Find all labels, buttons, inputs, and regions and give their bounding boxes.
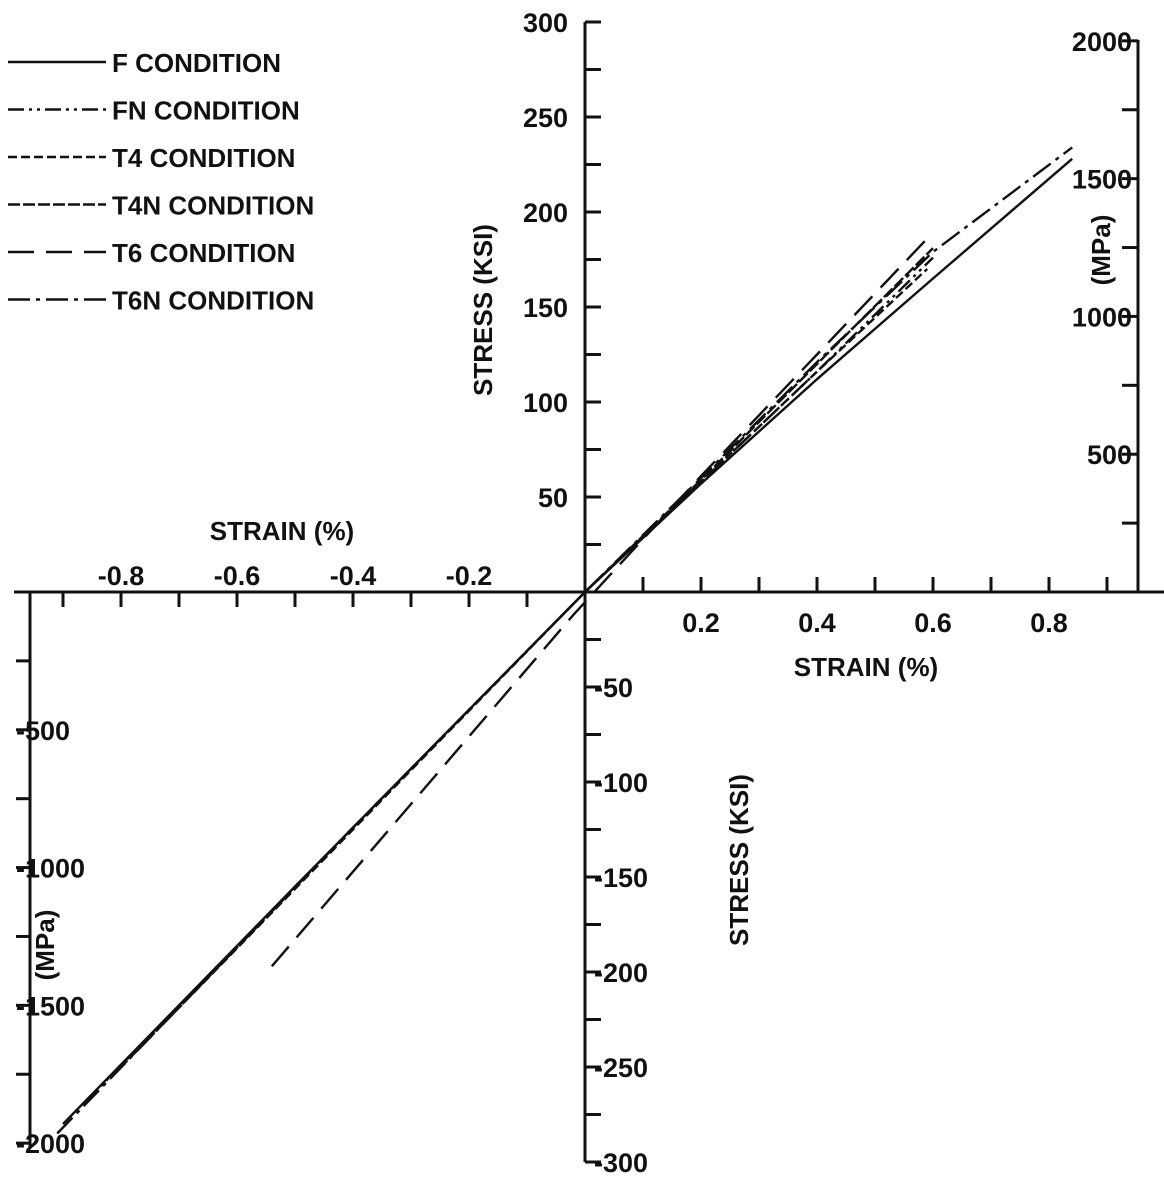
stress-ksi-axis-title-tension: STRESS (KSI) <box>468 224 498 396</box>
legend-label: T6N CONDITION <box>112 286 314 316</box>
mpa-tick-label: 1500 <box>1072 165 1132 195</box>
mpa-tick-label: 2000 <box>1072 27 1132 57</box>
legend-label: F CONDITION <box>112 48 281 78</box>
mpa-tick-label: -500 <box>16 716 70 746</box>
stress-ksi-tick-label: 250 <box>523 103 568 133</box>
strain-tick-label: -0.6 <box>214 561 261 591</box>
stress-ksi-tick-label: 300 <box>523 8 568 38</box>
series-line-t6-condition <box>270 237 929 968</box>
strain-axis-title-bottom: STRAIN (%) <box>794 652 938 682</box>
strain-tick-label: -0.8 <box>98 561 145 591</box>
stress-ksi-tick-label: 200 <box>523 198 568 228</box>
stress-ksi-tick-label: 100 <box>523 388 568 418</box>
mpa-tick-label: 1000 <box>1072 302 1132 332</box>
stress-ksi-tick-label: -150 <box>594 863 648 893</box>
mpa-tick-label: -1000 <box>16 854 85 884</box>
legend-label: T4N CONDITION <box>112 191 314 221</box>
legend-label: T6 CONDITION <box>112 238 295 268</box>
series-line-t6n-condition <box>56 146 1073 1135</box>
stress-ksi-tick-label: -200 <box>594 958 648 988</box>
strain-tick-label: 0.6 <box>914 608 952 638</box>
stress-ksi-tick-label: -100 <box>594 768 648 798</box>
strain-tick-label: 0.4 <box>798 608 836 638</box>
stress-ksi-axis-title-compression: STRESS (KSI) <box>724 774 754 946</box>
mpa-axis-title-left: (MPa) <box>30 910 60 981</box>
legend-label: T4 CONDITION <box>112 143 295 173</box>
stress-ksi-tick-label: -250 <box>594 1053 648 1083</box>
stress-ksi-tick-label: 50 <box>538 483 568 513</box>
stress-ksi-tick-label: -300 <box>594 1148 648 1178</box>
mpa-tick-label: -1500 <box>16 991 85 1021</box>
mpa-axis-title-right: (MPa) <box>1086 215 1116 286</box>
strain-tick-label: -0.2 <box>446 561 493 591</box>
mpa-tick-label: -2000 <box>16 1129 85 1159</box>
strain-tick-label: 0.2 <box>682 608 720 638</box>
stress-ksi-tick-label: 150 <box>523 293 568 323</box>
strain-axis-title-top: STRAIN (%) <box>210 516 354 546</box>
strain-tick-label: 0.8 <box>1030 608 1068 638</box>
strain-tick-label: -0.4 <box>330 561 377 591</box>
mpa-tick-label: 500 <box>1087 440 1132 470</box>
stress-ksi-tick-label: -50 <box>594 673 633 703</box>
legend-label: FN CONDITION <box>112 96 300 126</box>
